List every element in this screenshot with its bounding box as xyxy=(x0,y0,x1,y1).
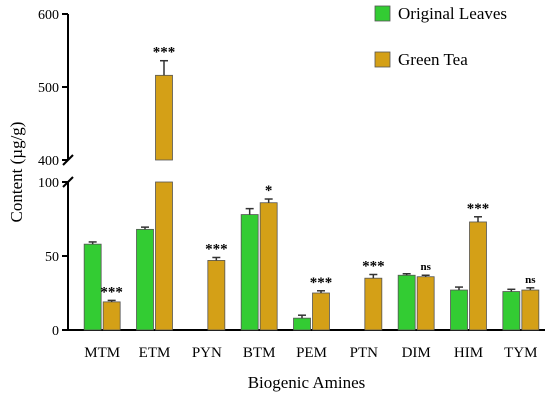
bar xyxy=(155,74,173,161)
category-label: PEM xyxy=(296,345,327,361)
bar xyxy=(397,274,416,331)
significance-label: ns xyxy=(525,274,536,286)
category-label: HIM xyxy=(454,345,483,361)
bar xyxy=(469,221,487,331)
significance-label: *** xyxy=(310,275,333,291)
legend-swatch xyxy=(374,5,391,22)
chart-legend: Original Leaves Green Tea xyxy=(374,4,507,69)
bar xyxy=(364,277,383,331)
bar xyxy=(502,291,521,331)
x-axis-title: Biogenic Amines xyxy=(248,373,366,392)
category-label: MTM xyxy=(84,345,120,361)
legend-label: Green Tea xyxy=(398,50,468,69)
legend-label: Original Leaves xyxy=(398,4,507,23)
bar xyxy=(450,289,468,331)
y-tick-label: 100 xyxy=(38,176,59,191)
significance-label: ns xyxy=(420,261,431,273)
y-tick-label: 50 xyxy=(45,250,59,265)
category-label: BTM xyxy=(243,345,276,361)
bar xyxy=(293,317,311,331)
significance-label: *** xyxy=(153,45,176,61)
chart-labels: 0 50 100 400 500 600 Content (µg/g) Biogenic Am… xyxy=(7,8,538,392)
chart-bars xyxy=(83,59,540,331)
bar xyxy=(240,214,259,331)
y-axis-title: Content (µg/g) xyxy=(7,122,26,223)
bar xyxy=(521,289,540,331)
y-tick-label: 0 xyxy=(52,324,59,339)
significance-label: *** xyxy=(205,241,228,257)
bar xyxy=(259,202,278,331)
bar xyxy=(83,243,102,331)
category-label: ETM xyxy=(139,345,171,361)
bar xyxy=(155,181,173,331)
significance-label: *** xyxy=(362,259,385,275)
category-label: PYN xyxy=(192,345,222,361)
category-label: DIM xyxy=(402,345,431,361)
y-tick-label: 500 xyxy=(38,81,59,96)
bar xyxy=(136,228,154,331)
bar xyxy=(207,260,226,331)
y-tick-label: 400 xyxy=(38,154,59,169)
bar xyxy=(312,292,330,331)
category-label: TYM xyxy=(504,345,537,361)
category-label: PTN xyxy=(350,345,379,361)
bar xyxy=(416,276,435,331)
legend-swatch xyxy=(374,51,391,68)
y-tick-label: 600 xyxy=(38,8,59,23)
significance-label: * xyxy=(265,183,273,199)
significance-label: *** xyxy=(100,284,123,300)
bar xyxy=(102,301,121,331)
significance-label: *** xyxy=(467,201,490,217)
